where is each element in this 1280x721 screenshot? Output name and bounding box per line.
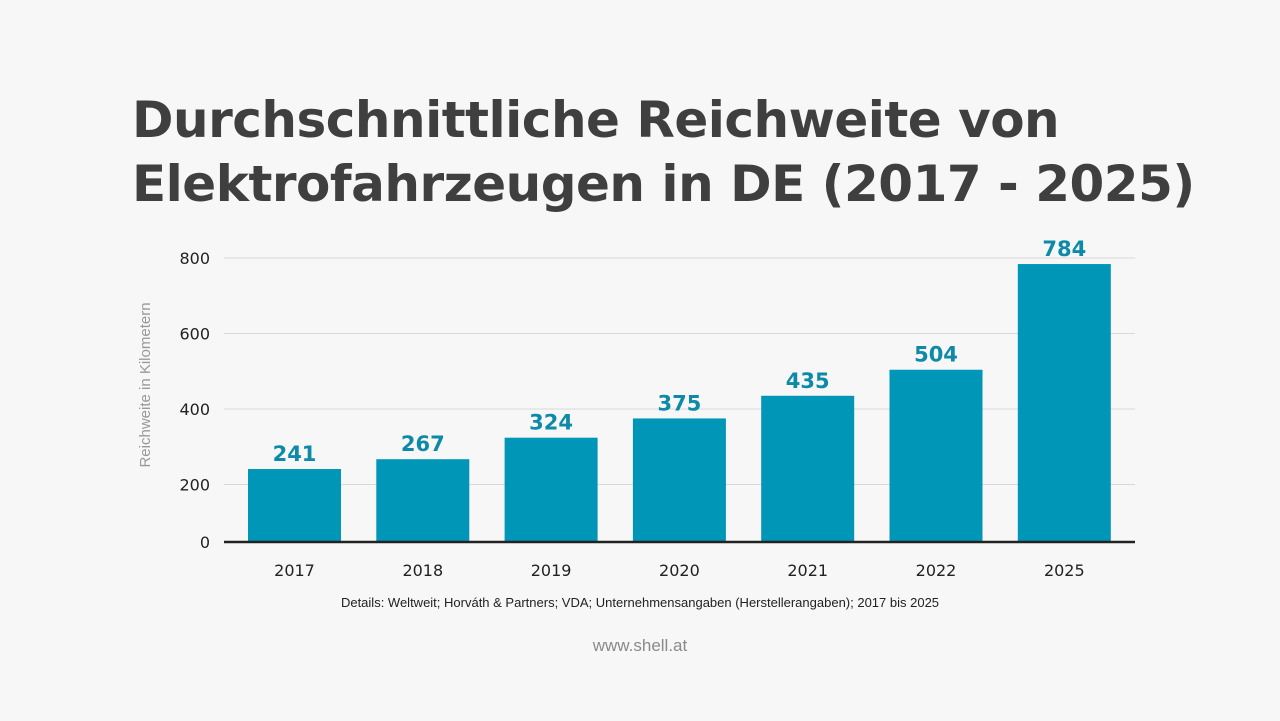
bar-2022 [889,369,983,542]
x-tick-label: 2022 [916,561,957,580]
x-tick-label: 2019 [531,561,572,580]
y-tick-label: 200 [179,476,210,495]
bar-2025 [1017,264,1111,542]
data-label: 504 [914,343,958,367]
y-tick-label: 800 [179,249,210,268]
bar-2017 [248,469,341,542]
x-tick-label: 2021 [787,561,828,580]
y-tick-label: 400 [179,400,210,419]
bar-2019 [504,437,598,542]
chart-title: Durchschnittliche Reichweite von Elektro… [132,91,1195,213]
x-tick-label: 2018 [402,561,443,580]
footnote: Details: Weltweit; Horváth & Partners; V… [340,595,940,610]
data-label: 241 [273,442,317,466]
x-tick-label: 2025 [1044,561,1085,580]
x-tick-label: 2017 [274,561,315,580]
bar-2018 [376,459,470,542]
y-tick-label: 600 [179,325,210,344]
bar-2021 [761,395,855,542]
data-label: 784 [1042,237,1086,261]
source-link[interactable]: www.shell.at [592,636,688,655]
x-tick-label: 2020 [659,561,700,580]
data-label: 375 [657,391,701,415]
y-tick-label: 0 [200,533,210,552]
data-label: 435 [786,369,830,393]
data-label: 267 [401,432,445,456]
y-axis-label: Reichweite in Kilometern [137,302,154,467]
bar-2020 [632,418,726,542]
data-label: 324 [529,411,573,435]
